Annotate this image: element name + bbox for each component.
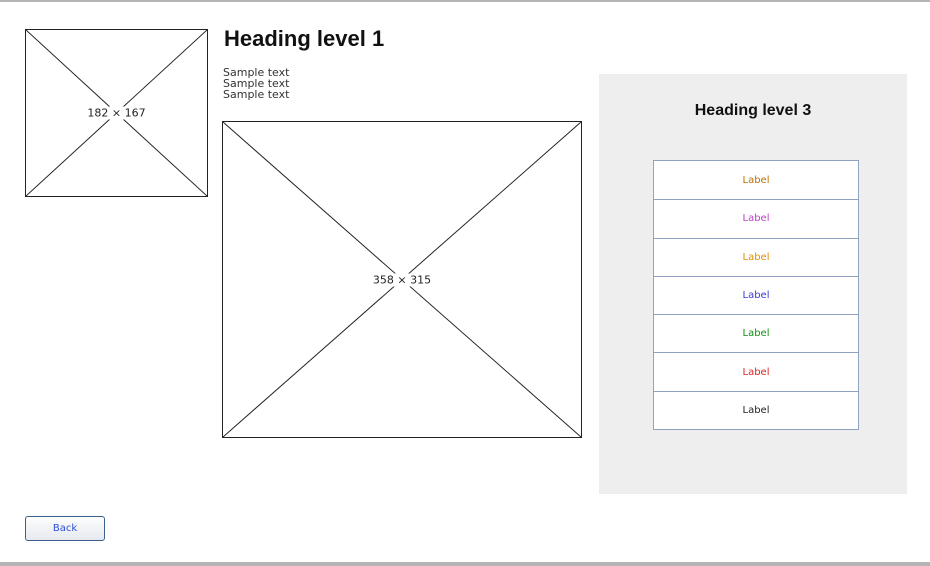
list-item[interactable]: Label [654, 199, 858, 237]
list-item[interactable]: Label [654, 390, 858, 429]
side-panel: Heading level 3 Label Label Label Label … [599, 74, 907, 494]
sample-text-block: Sample text Sample text Sample text [223, 67, 289, 100]
sample-text-line: Sample text [223, 77, 290, 90]
image-dimensions-label: 358 × 315 [371, 273, 433, 286]
list-item-label: Label [742, 251, 770, 263]
list-item[interactable]: Label [654, 352, 858, 390]
list-item-label: Label [742, 404, 770, 416]
list-item[interactable]: Label [654, 314, 858, 352]
list-item-label: Label [742, 290, 770, 302]
list-item[interactable]: Label [654, 275, 858, 314]
list-item-label: Label [742, 328, 770, 340]
list-item-label: Label [742, 213, 770, 225]
list-item[interactable]: Label [654, 161, 858, 199]
image-placeholder-small: 182 × 167 [25, 29, 208, 197]
list-item-label: Label [742, 174, 770, 186]
image-placeholder-large: 358 × 315 [222, 121, 582, 438]
page-title: Heading level 1 [224, 26, 385, 51]
list-item[interactable]: Label [654, 237, 858, 276]
sample-text-line: Sample text [223, 88, 290, 101]
list-item-label: Label [742, 366, 770, 378]
panel-heading: Heading level 3 [694, 102, 812, 119]
image-dimensions-label: 182 × 167 [86, 106, 147, 120]
label-list: Label Label Label Label Label Label Labe… [653, 160, 859, 431]
sample-text-line: Sample text [223, 66, 290, 79]
back-button[interactable]: Back [25, 516, 105, 541]
